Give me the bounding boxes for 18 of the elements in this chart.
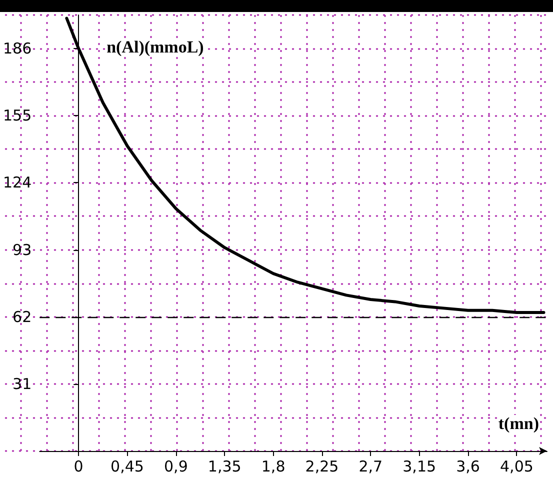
x-tick-label: 0,45 — [110, 458, 144, 476]
x-tick-label: 3,15 — [402, 458, 436, 476]
x-tick-label: 4,05 — [500, 458, 534, 476]
y-tick-label: 93 — [12, 240, 32, 259]
y-tick-label: 155 — [2, 106, 32, 125]
y-tick-label: 124 — [2, 174, 32, 192]
x-tick-label: 2,25 — [305, 458, 339, 476]
y-tick-label: 31 — [12, 374, 32, 393]
y-axis-title: n(Al)(mmoL) — [106, 38, 204, 57]
x-tick-label: 1,35 — [208, 458, 242, 476]
x-tick-label: 1,8 — [261, 458, 286, 476]
x-tick-label: 2,7 — [358, 458, 383, 476]
x-tick-label: 0,9 — [164, 458, 188, 476]
x-tick-label: 3,6 — [456, 458, 480, 476]
y-tick-label: 186 — [2, 40, 32, 58]
x-axis-title: t(mn) — [498, 414, 540, 433]
x-tick-label: 0 — [74, 458, 84, 476]
y-tick-label: 62 — [12, 308, 32, 326]
